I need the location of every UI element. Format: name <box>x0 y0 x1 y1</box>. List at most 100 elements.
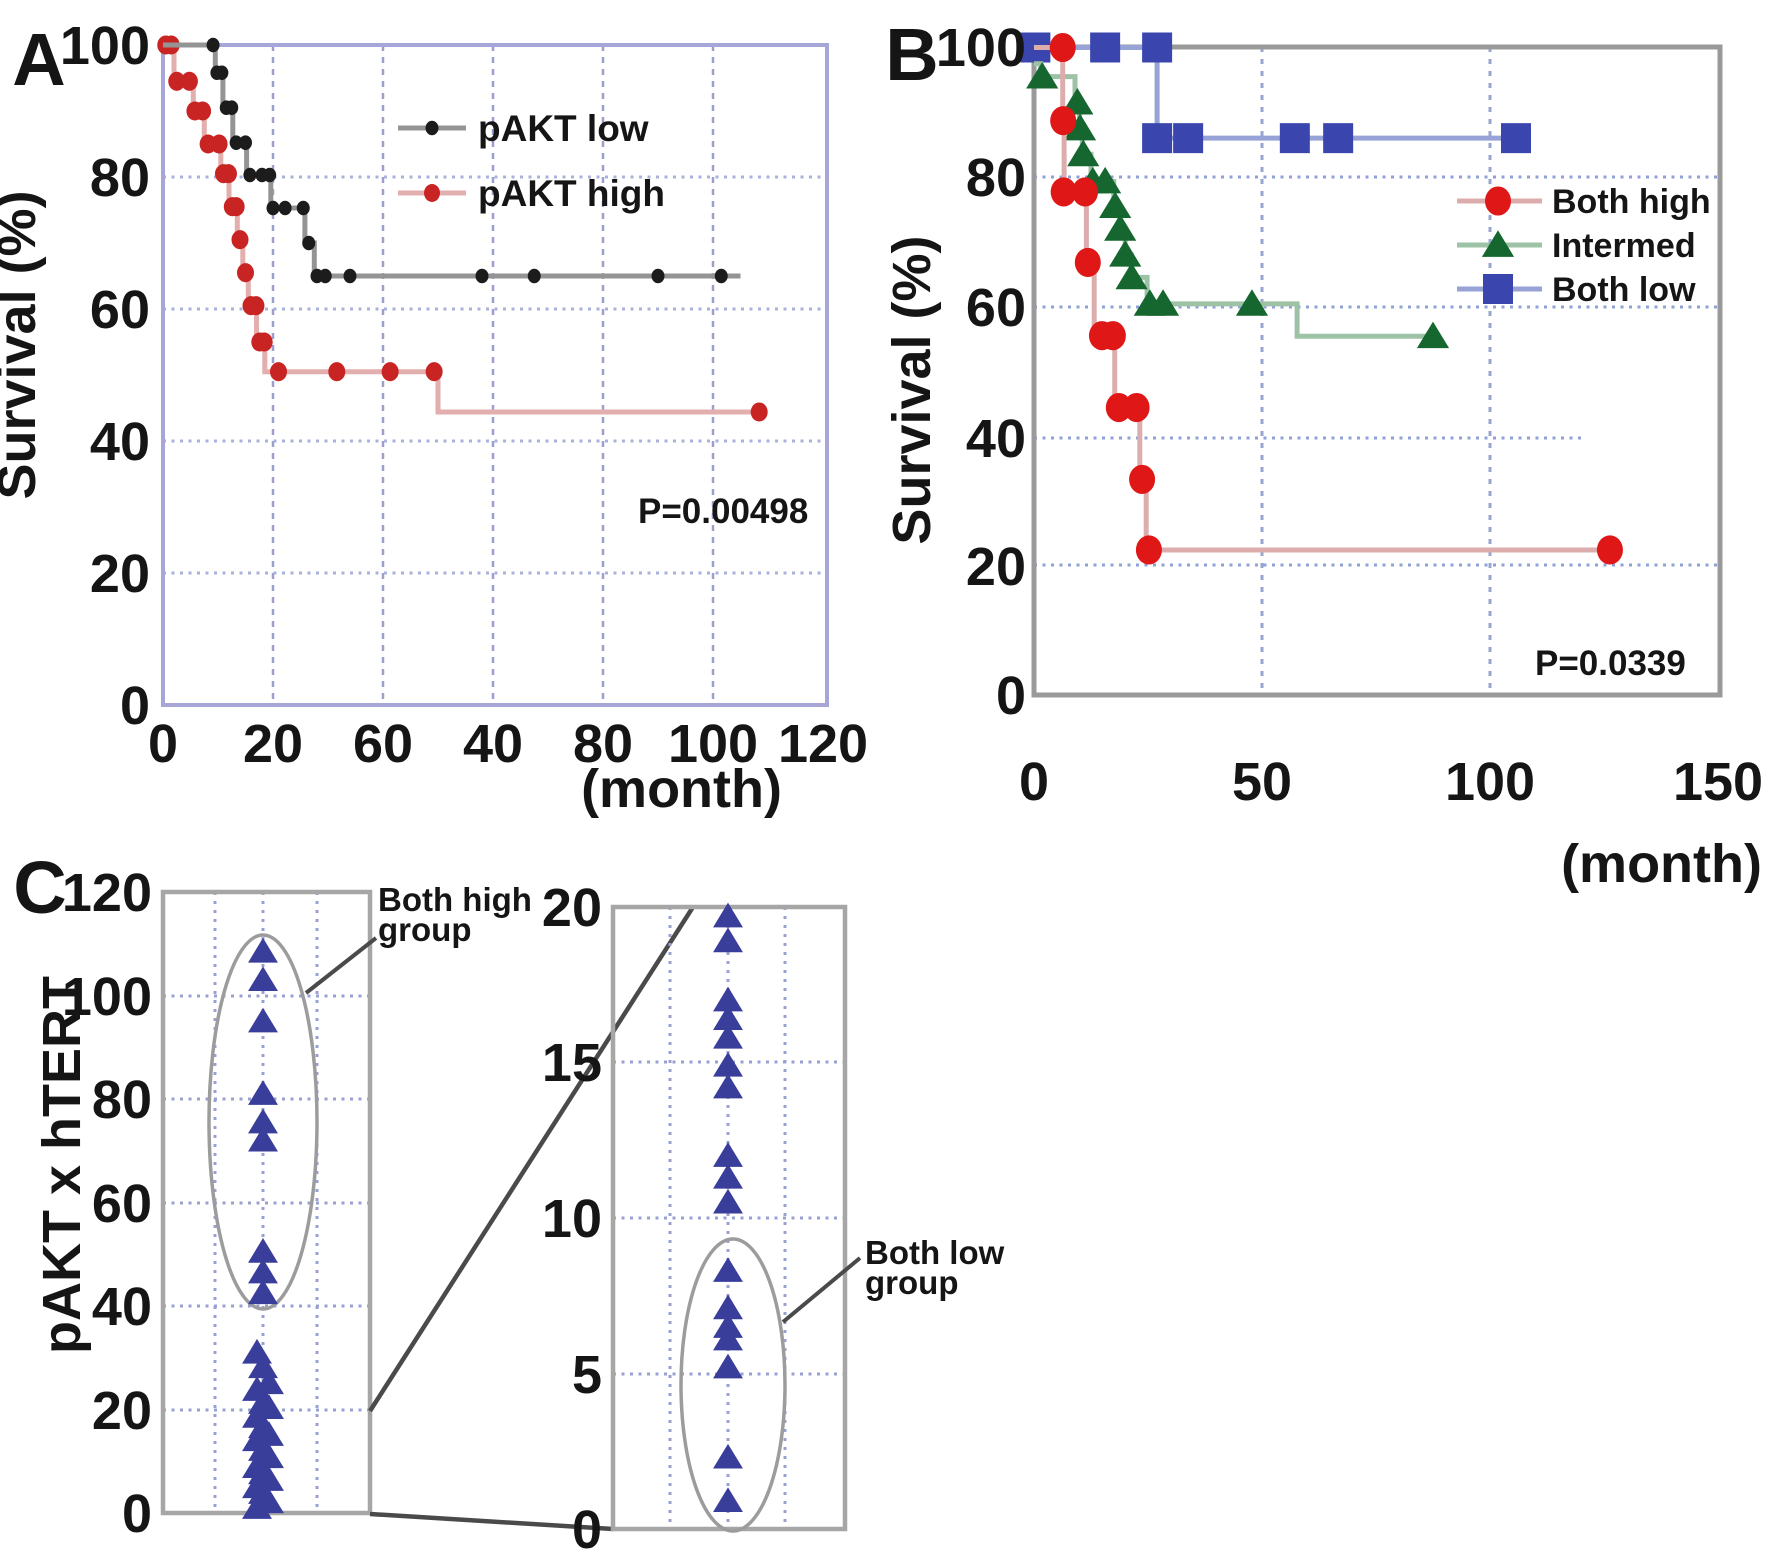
km-step-line <box>1034 45 1610 553</box>
scatter-point <box>713 1163 743 1189</box>
data-point-marker <box>328 362 346 382</box>
scatter-point <box>713 927 743 953</box>
panel-a-series-pakt-high <box>157 35 768 422</box>
scatter-point <box>248 1238 278 1263</box>
data-point-marker <box>1105 392 1132 423</box>
panel-a-y-tick-label: 80 <box>90 148 150 208</box>
scatter-point <box>713 1005 743 1031</box>
panel-c-left-y-tick-label: 100 <box>62 967 152 1027</box>
panel-a-x-axis-unit: (month) <box>581 759 782 819</box>
both-low-group-pointer-line <box>781 1256 862 1324</box>
data-point-marker <box>255 332 273 352</box>
panel-a-x-tick-label: 40 <box>463 714 523 774</box>
scatter-point <box>713 1188 743 1214</box>
scatter-point <box>713 1313 743 1338</box>
panel-a-x-tick-label: 120 <box>778 714 868 774</box>
panel-b-y-tick-label: 0 <box>996 666 1026 726</box>
km-step-line <box>163 42 741 279</box>
panel-a-x-tick-label: 100 <box>668 714 758 774</box>
scatter-point <box>713 1073 743 1099</box>
panel-a-label: A <box>12 18 65 101</box>
both-low-group-ellipse <box>679 1237 787 1533</box>
both-low-group-annotation-line2: group <box>865 1264 958 1301</box>
legend-label: pAKT low <box>478 108 649 149</box>
km-step-line <box>163 42 760 415</box>
both-high-group-ellipse <box>207 933 319 1311</box>
data-point-marker <box>425 362 443 382</box>
scatter-point <box>713 1023 743 1049</box>
data-point-marker <box>475 268 489 284</box>
scatter-point <box>248 1007 278 1033</box>
panel-c-left-y-tick-label: 80 <box>92 1070 152 1130</box>
data-point-marker <box>651 268 665 284</box>
panel-a-y-tick-label: 0 <box>120 676 150 736</box>
zoom-connector-line-upper <box>368 905 695 1413</box>
data-point-marker <box>1142 123 1173 154</box>
data-point-marker <box>270 362 287 382</box>
scatter-point <box>713 1257 743 1282</box>
data-point-marker <box>527 268 541 284</box>
scatter-point <box>713 1487 743 1513</box>
data-point-marker <box>215 65 229 80</box>
panel-a-series-pakt-low <box>163 37 741 284</box>
data-point-marker <box>1323 123 1354 154</box>
data-point-marker <box>1050 177 1077 207</box>
legend-label: pAKT high <box>478 173 665 214</box>
panel-b-x-axis-unit: (month) <box>1561 834 1762 894</box>
scatter-point <box>248 1108 278 1134</box>
legend-marker <box>424 184 440 202</box>
data-point-marker <box>168 71 186 91</box>
data-point-marker <box>1049 32 1076 63</box>
data-point-marker <box>1235 289 1269 316</box>
data-point-marker <box>343 268 357 284</box>
data-point-marker <box>180 71 198 91</box>
data-point-marker <box>1115 262 1148 290</box>
panel-b-y-tick-label: 100 <box>936 18 1026 78</box>
legend-label: Both high <box>1552 183 1711 221</box>
panel-b-p-value: P=0.0339 <box>1535 644 1686 683</box>
panel-c-left-y-tick-label: 40 <box>92 1277 152 1337</box>
panel-c-inset-y-tick-label: 15 <box>542 1033 602 1093</box>
panel-b-y-tick-label: 80 <box>966 148 1026 208</box>
data-point-marker <box>1099 191 1132 219</box>
scatter-point <box>242 1338 272 1364</box>
legend-label: Both low <box>1552 271 1696 309</box>
panel-a-y-axis-title: Survival (%) <box>0 190 47 499</box>
legend-marker <box>1481 230 1515 257</box>
scatter-point <box>248 1080 278 1105</box>
panel-a-y-tick-label: 40 <box>90 412 150 472</box>
scatter-point <box>713 902 743 928</box>
data-point-marker <box>1067 139 1100 167</box>
data-point-marker <box>1099 321 1126 351</box>
panel-c-inset-y-tick-label: 20 <box>542 878 602 938</box>
data-point-marker <box>1072 177 1099 207</box>
data-point-marker <box>1109 240 1142 267</box>
panel-c-left-y-tick-label: 0 <box>122 1484 152 1544</box>
data-point-marker <box>239 135 252 150</box>
panel-a-legend: pAKT low pAKT high <box>398 108 665 214</box>
panel-b-y-tick-label: 60 <box>966 278 1026 338</box>
data-point-marker <box>263 167 277 183</box>
panel-b-label: B <box>885 13 938 96</box>
scatter-point <box>713 1051 743 1077</box>
data-point-marker <box>296 200 310 216</box>
both-high-group-annotation-line2: group <box>378 911 471 948</box>
scatter-point <box>713 1353 743 1379</box>
panel-b-x-tick-label: 50 <box>1232 752 1292 812</box>
panel-b-x-tick-label: 0 <box>1019 752 1049 812</box>
data-point-marker <box>714 268 728 284</box>
data-point-marker <box>231 230 249 250</box>
data-point-marker <box>318 268 332 284</box>
data-point-marker <box>302 235 316 251</box>
data-point-marker <box>1146 289 1180 316</box>
scatter-point <box>248 966 278 992</box>
data-point-marker <box>1142 32 1173 63</box>
scatter-point <box>242 1494 272 1519</box>
data-point-marker <box>194 101 212 121</box>
data-point-marker <box>1500 123 1531 154</box>
data-point-marker <box>1061 87 1094 115</box>
scatter-point <box>713 1294 743 1320</box>
